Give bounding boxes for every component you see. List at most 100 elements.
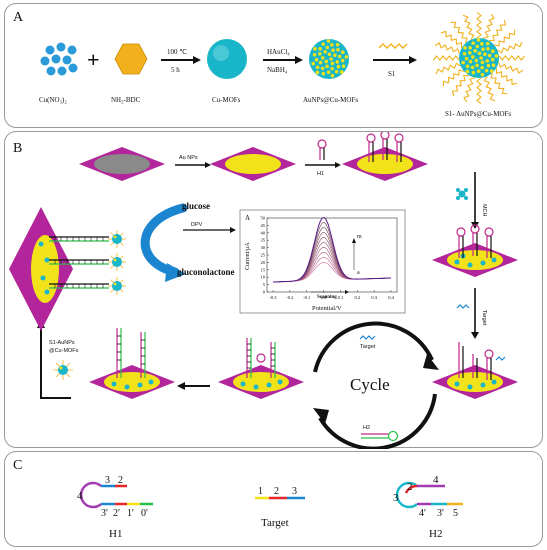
inset-xtick: 0.0 bbox=[321, 295, 327, 300]
target-seg-2: 2 bbox=[274, 486, 279, 497]
panel-a: A Cu(NO₃)₂ + NH₂-BDC 100 ℃ 5 h Cu-MOFs H… bbox=[4, 3, 543, 128]
h1-top-2: 2 bbox=[118, 475, 123, 486]
target-strand-icon bbox=[456, 304, 470, 309]
nh2-bdc-hexagon bbox=[114, 43, 148, 75]
inset-xlabel: Potential/V bbox=[312, 305, 342, 312]
panel-a-label: A bbox=[13, 10, 24, 25]
cu-nitrate-dots bbox=[40, 42, 78, 76]
inset-xtick: 0.3 bbox=[371, 295, 377, 300]
reagent-1-label: Cu(NO₃)₂ bbox=[39, 96, 67, 104]
h2-loop-label: 3 bbox=[393, 492, 399, 504]
reagent-2-label: NH₂-BDC bbox=[111, 96, 141, 104]
panel-b: B Au NPs H1 bbox=[4, 131, 543, 449]
h2-bottom-1: 4' bbox=[419, 508, 426, 519]
probe-label-2: @Cu-MOFs bbox=[49, 348, 79, 354]
inset-ytick: 35 bbox=[261, 238, 266, 243]
step-mch-label: MCH bbox=[481, 204, 487, 217]
probe-label-1: S1-AuNPs bbox=[49, 340, 75, 346]
inset-label: A bbox=[245, 214, 250, 222]
h2-bottom-2: 3' bbox=[437, 508, 444, 519]
electrode-target-bound bbox=[432, 342, 518, 399]
panel-c: C 4 3 2 3' 2' 1' 0' H1 1 2 3 Target bbox=[4, 451, 543, 547]
h1-hairpin-icon bbox=[317, 139, 327, 160]
panel-b-label: B bbox=[13, 141, 22, 156]
inset-m-label: m bbox=[357, 234, 362, 240]
arrow-step-2-head bbox=[295, 56, 303, 64]
step-aunps-label: Au NPs bbox=[179, 155, 198, 161]
electrode-bare bbox=[79, 147, 165, 181]
cycle-target-label: Target bbox=[360, 344, 376, 350]
h1-bottom-2: 2' bbox=[113, 508, 120, 519]
inset-ylabel: Current/μA bbox=[245, 242, 251, 270]
target-seg-3: 3 bbox=[292, 486, 297, 497]
probe-duplex-rows bbox=[49, 230, 126, 295]
s1-strand-icon bbox=[378, 43, 408, 49]
target-name: Target bbox=[261, 517, 289, 529]
inset-ytick: 50 bbox=[261, 216, 266, 221]
glucose-label: glucose bbox=[182, 201, 210, 211]
cycle-h2-label: H2 bbox=[363, 425, 370, 431]
glucose-conversion-arrow bbox=[140, 203, 188, 277]
inset-xtick: 0.2 bbox=[354, 295, 360, 300]
h1-bottom-1: 3' bbox=[101, 508, 108, 519]
h2-structure bbox=[395, 481, 463, 509]
panel-a-diagram: A Cu(NO₃)₂ + NH₂-BDC 100 ℃ 5 h Cu-MOFs H… bbox=[13, 10, 526, 118]
inset-ytick: 25 bbox=[261, 253, 266, 258]
arrow-step-1-head bbox=[193, 56, 201, 64]
inset-ytick: 5 bbox=[263, 282, 266, 287]
inset-ytick: 15 bbox=[261, 267, 266, 272]
inset-xtick: -0.1 bbox=[303, 295, 310, 300]
step-1-bottom-label: 5 h bbox=[171, 66, 180, 74]
probe-nanoparticle-icon bbox=[53, 360, 73, 380]
electrode-extended bbox=[89, 328, 175, 399]
panel-b-diagram: B Au NPs H1 bbox=[9, 132, 518, 449]
inset-ytick: 45 bbox=[261, 223, 266, 228]
electrode-h1 bbox=[342, 132, 428, 181]
h2-name: H2 bbox=[429, 528, 442, 540]
h2-top-1: 2 bbox=[407, 481, 413, 493]
inset-ytick: 10 bbox=[261, 275, 266, 280]
step-3-label: S1 bbox=[388, 70, 396, 78]
target-seg-1: 1 bbox=[258, 486, 263, 497]
product-3-label: S1- AuNPs@Cu-MOFs bbox=[445, 110, 511, 118]
h1-bottom-3: 1' bbox=[127, 508, 134, 519]
h2-hairpin-icon bbox=[361, 430, 399, 442]
electrode-gold bbox=[210, 147, 296, 181]
panel-c-diagram: C 4 3 2 3' 2' 1' 0' H1 1 2 3 Target bbox=[13, 458, 463, 540]
step-2-bottom-label: NaBH₄ bbox=[267, 66, 288, 74]
h2-top-2: 4 bbox=[433, 474, 439, 486]
dpv-label: DPV bbox=[191, 222, 203, 228]
arrow-step-3-head bbox=[409, 56, 417, 64]
cycle-label: Cycle bbox=[350, 375, 390, 394]
plus-sign: + bbox=[87, 47, 100, 72]
gluconolactone-label: gluconolactone bbox=[177, 267, 235, 277]
inset-a-label: a bbox=[357, 270, 360, 276]
inset-scanning: Scanning bbox=[317, 295, 337, 300]
step-target-label: Target bbox=[481, 310, 487, 326]
cycle-target-icon bbox=[359, 335, 376, 340]
mch-molecule-icon bbox=[456, 188, 468, 200]
gold-nanoparticles bbox=[311, 39, 349, 78]
h1-name: H1 bbox=[109, 528, 122, 540]
s1-strands bbox=[432, 11, 526, 105]
product-1-label: Cu-MOFs bbox=[212, 96, 241, 104]
step-2-top-label: HAuCl₄ bbox=[267, 48, 290, 56]
electrode-h1-mch bbox=[432, 224, 518, 277]
step-h1-label: H1 bbox=[317, 171, 324, 177]
inset-ytick: 0 bbox=[263, 290, 266, 295]
inset-xtick: -0.3 bbox=[269, 295, 277, 300]
inset-ytick: 40 bbox=[261, 230, 266, 235]
dpv-curve bbox=[272, 216, 392, 283]
inset-xtick: 0.4 bbox=[388, 295, 394, 300]
h1-loop-label: 4 bbox=[77, 490, 83, 502]
h1-structure bbox=[79, 481, 153, 509]
step-1-top-label: 100 ℃ bbox=[167, 48, 187, 56]
arrow-probe-up bbox=[40, 328, 71, 399]
inset-ytick: 20 bbox=[261, 260, 266, 265]
dpv-inset-chart: A Current/μA Potential/V Scanning m a 0 5… bbox=[239, 209, 406, 314]
h2-bottom-3: 5 bbox=[453, 508, 458, 519]
h1-bottom-4: 0' bbox=[141, 508, 148, 519]
electrode-h1-h2-duplex bbox=[218, 338, 304, 399]
h1-top-1: 3 bbox=[105, 475, 110, 486]
panel-c-label: C bbox=[13, 458, 22, 473]
